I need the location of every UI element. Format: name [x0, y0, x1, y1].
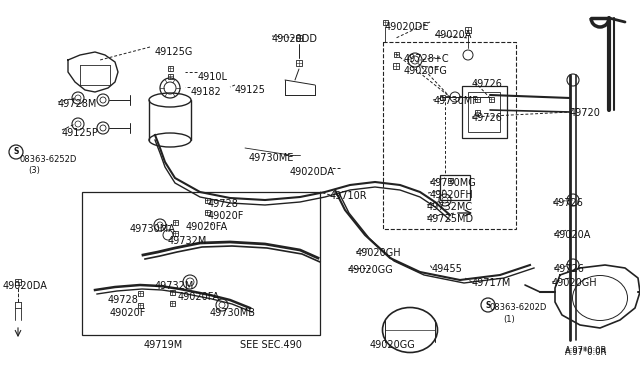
Text: (1): (1) — [503, 315, 515, 324]
Text: 49732M: 49732M — [168, 236, 207, 246]
Bar — [205, 198, 209, 202]
Text: 49020A: 49020A — [435, 30, 472, 40]
Text: 49730MF: 49730MF — [434, 96, 479, 106]
Bar — [474, 109, 479, 115]
Bar — [173, 231, 177, 235]
Text: 49020F: 49020F — [110, 308, 147, 318]
Text: 49020FG: 49020FG — [404, 66, 448, 76]
Text: 49726: 49726 — [472, 113, 503, 123]
Bar — [383, 19, 387, 25]
Text: 49020GH: 49020GH — [356, 248, 402, 258]
Text: 49125P: 49125P — [62, 128, 99, 138]
Text: 49726: 49726 — [553, 198, 584, 208]
Text: 49020DE: 49020DE — [385, 22, 429, 32]
Text: 49730MG: 49730MG — [430, 178, 477, 188]
Text: 49125G: 49125G — [155, 47, 193, 57]
Bar — [82, 192, 320, 335]
Text: 49125: 49125 — [235, 85, 266, 95]
Text: 49719M: 49719M — [144, 340, 183, 350]
Text: (3): (3) — [28, 166, 40, 175]
Text: 49020FA: 49020FA — [186, 222, 228, 232]
Bar — [168, 74, 173, 78]
Text: 49728: 49728 — [108, 295, 139, 305]
Text: 49717M: 49717M — [472, 278, 511, 288]
Bar — [474, 96, 479, 102]
Text: 49710R: 49710R — [330, 191, 367, 201]
Bar — [138, 302, 143, 308]
Bar — [468, 92, 500, 132]
Text: 49020DA: 49020DA — [290, 167, 335, 177]
Text: 49732MC: 49732MC — [427, 202, 473, 212]
Text: 08363-6252D: 08363-6252D — [20, 155, 77, 164]
Text: 49720: 49720 — [570, 108, 601, 118]
Text: 49730MA: 49730MA — [130, 224, 176, 234]
Text: A:97*0:0R: A:97*0:0R — [565, 346, 607, 355]
Bar — [205, 209, 209, 215]
Bar — [447, 177, 452, 183]
Bar — [394, 51, 399, 57]
Text: 49182: 49182 — [191, 87, 221, 97]
Bar — [296, 60, 302, 66]
Text: A:97*0:0R: A:97*0:0R — [565, 348, 607, 357]
Text: 49020DD: 49020DD — [272, 34, 318, 44]
Text: 49730MB: 49730MB — [210, 308, 256, 318]
Text: S: S — [485, 301, 491, 310]
Bar — [138, 291, 143, 295]
Text: 49020A: 49020A — [554, 230, 591, 240]
Text: 49455: 49455 — [432, 264, 463, 274]
Text: 49020GH: 49020GH — [552, 278, 598, 288]
Text: 49732M: 49732M — [155, 281, 195, 291]
Bar — [465, 27, 471, 33]
Text: 49726: 49726 — [554, 264, 585, 274]
Text: 49728: 49728 — [208, 199, 239, 209]
Bar — [168, 65, 173, 71]
Bar — [296, 35, 302, 41]
Text: 4910L: 4910L — [198, 72, 228, 82]
Bar — [383, 42, 516, 229]
Bar — [15, 279, 21, 285]
Bar — [393, 63, 399, 69]
Text: 49020F: 49020F — [208, 211, 244, 221]
Bar — [488, 96, 493, 102]
Text: SEE SEC.490: SEE SEC.490 — [240, 340, 302, 350]
Text: 49020DA: 49020DA — [3, 281, 48, 291]
Text: 08363-6202D: 08363-6202D — [490, 303, 547, 312]
Text: 49020FH: 49020FH — [430, 190, 474, 200]
Bar — [170, 289, 175, 295]
Text: 49020GG: 49020GG — [348, 265, 394, 275]
Bar — [173, 219, 177, 224]
Text: 49725MD: 49725MD — [427, 214, 474, 224]
Bar — [440, 94, 445, 99]
Bar — [440, 175, 470, 200]
Text: 49020GG: 49020GG — [370, 340, 416, 350]
Text: 49020FA: 49020FA — [178, 292, 220, 302]
Text: 49728+C: 49728+C — [404, 54, 450, 64]
Text: 49726: 49726 — [472, 79, 503, 89]
Bar — [462, 86, 507, 138]
Text: 49728M: 49728M — [58, 99, 97, 109]
Text: 49730ME: 49730ME — [249, 153, 294, 163]
Text: S: S — [13, 148, 19, 157]
Bar — [170, 301, 175, 305]
